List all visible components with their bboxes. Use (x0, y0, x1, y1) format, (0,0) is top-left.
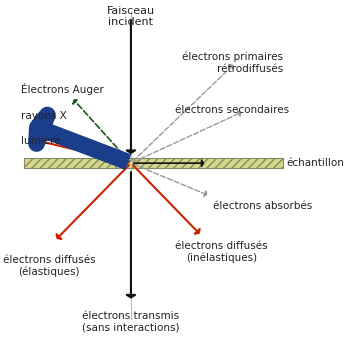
Text: électrons absorbés: électrons absorbés (213, 201, 312, 211)
Text: électrons diffusés
(inélastiques): électrons diffusés (inélastiques) (175, 241, 267, 263)
Text: électrons secondaires: électrons secondaires (175, 104, 289, 115)
Text: échantillon: échantillon (286, 158, 344, 168)
Text: électrons diffusés
(élastiques): électrons diffusés (élastiques) (3, 255, 96, 277)
Text: électrons transmis
(sans interactions): électrons transmis (sans interactions) (82, 311, 180, 332)
Text: électrons primaires
rétrodiffusés: électrons primaires rétrodiffusés (182, 52, 283, 74)
Bar (24, 158, 283, 168)
Text: Faisceau
incident: Faisceau incident (107, 6, 155, 27)
Text: rayons X: rayons X (21, 111, 67, 121)
Text: Électrons Auger: Électrons Auger (21, 83, 104, 95)
Text: lumière: lumière (21, 136, 60, 146)
